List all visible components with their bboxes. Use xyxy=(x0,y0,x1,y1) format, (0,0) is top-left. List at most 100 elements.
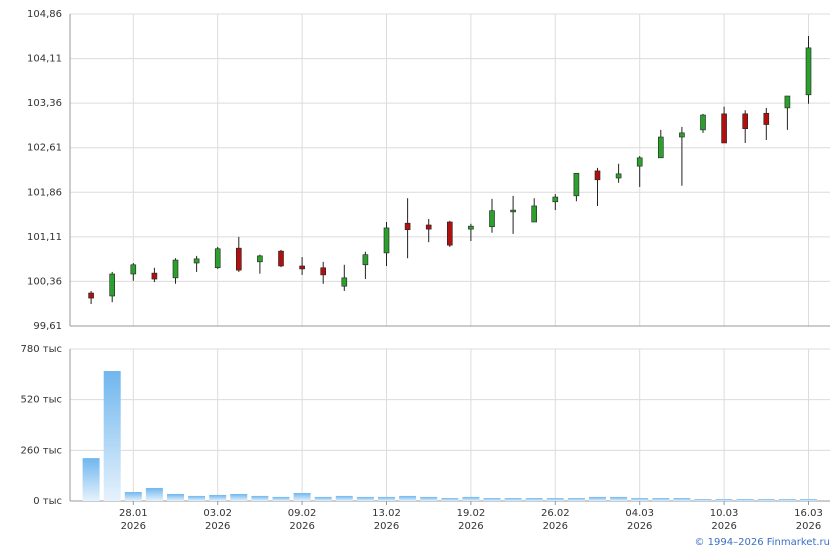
volume-bar xyxy=(272,496,290,501)
candle-body xyxy=(320,267,327,276)
x-tick-label-line: 28.01 xyxy=(119,508,148,519)
x-tick-label-line: 13.02 xyxy=(372,508,401,519)
candle-body xyxy=(299,265,305,270)
volume-bar xyxy=(694,499,712,501)
candle-body xyxy=(172,259,179,279)
x-tick-label: 19.02 2026 xyxy=(457,508,486,532)
candle-body xyxy=(383,227,390,254)
x-tick-label-line: 2026 xyxy=(205,521,230,532)
volume-bar xyxy=(800,499,817,501)
x-tick-label: 03.02 2026 xyxy=(203,508,232,532)
x-tick-label-line: 2026 xyxy=(121,521,146,532)
volume-bar xyxy=(567,498,585,501)
candle-body xyxy=(721,113,727,144)
volume-bar xyxy=(715,499,733,501)
candle-body xyxy=(552,196,559,203)
y-tick-label: 104,86 xyxy=(27,9,62,20)
candle-body xyxy=(489,210,495,228)
x-tick-label-line: 2026 xyxy=(796,521,821,532)
candle-body xyxy=(88,292,94,299)
y-tick-label: 101,11 xyxy=(27,232,62,243)
volume-bar xyxy=(209,494,227,501)
candle-body xyxy=(784,95,791,109)
volume-bar xyxy=(335,495,353,501)
y-tick-label: 100,36 xyxy=(27,276,62,287)
x-tick-label-line: 19.02 xyxy=(457,508,486,519)
volume-bar xyxy=(652,498,670,501)
volume-bar xyxy=(145,487,163,501)
candle-body xyxy=(742,113,749,129)
candle-body xyxy=(446,221,453,246)
x-tick-label: 26.02 2026 xyxy=(541,508,570,532)
volume-bar xyxy=(82,458,100,501)
candle-body xyxy=(573,172,580,197)
candle-body xyxy=(193,258,200,264)
candle-body xyxy=(763,112,770,125)
volume-bar xyxy=(124,492,142,501)
candle-body xyxy=(510,209,516,213)
x-tick-label: 10.03 2026 xyxy=(710,508,739,532)
volume-bar xyxy=(757,499,775,501)
candle-body xyxy=(805,47,812,96)
volume-bar xyxy=(525,498,543,501)
candle-body xyxy=(594,170,601,181)
y-tick-label: 103,36 xyxy=(27,98,62,109)
x-tick-label: 09.02 2026 xyxy=(288,508,317,532)
candle-body xyxy=(278,250,284,267)
candle-body xyxy=(151,272,158,280)
x-tick-label: 13.02 2026 xyxy=(372,508,401,532)
volume-bar xyxy=(631,498,649,501)
volume-bar xyxy=(293,493,311,501)
y-tick-label: 104,11 xyxy=(27,54,62,65)
volume-bar xyxy=(483,498,501,501)
volume-bar xyxy=(673,498,691,501)
x-tick-label-line: 2026 xyxy=(374,521,399,532)
x-tick-label-line: 03.02 xyxy=(203,508,232,519)
candle-body xyxy=(615,173,622,179)
candle-body xyxy=(679,132,685,138)
candle-body xyxy=(425,224,432,230)
volume-bar xyxy=(420,496,438,501)
candle-body xyxy=(130,264,137,275)
candle-body xyxy=(214,248,221,269)
x-tick-label-line: 16.03 xyxy=(794,508,823,519)
y-tick-label: 0 тыс xyxy=(33,496,62,507)
x-tick-label-line: 2026 xyxy=(711,521,736,532)
volume-bar xyxy=(167,493,184,501)
x-tick-label-line: 04.03 xyxy=(625,508,654,519)
x-tick-label-line: 26.02 xyxy=(541,508,570,519)
volume-bar xyxy=(103,371,121,501)
volume-bar xyxy=(251,495,269,501)
y-tick-label: 102,61 xyxy=(27,143,62,154)
footer: © 1994–2026 Finmarket.ru xyxy=(694,537,830,548)
candle-body xyxy=(657,136,664,159)
candle-body xyxy=(700,114,706,131)
candle-body xyxy=(404,222,411,231)
candle-body xyxy=(468,225,474,230)
y-tick-label: 99,61 xyxy=(33,321,62,332)
x-tick-label-line: 2026 xyxy=(289,521,314,532)
volume-bar xyxy=(441,498,459,501)
candle-body xyxy=(236,247,242,271)
volume-bar xyxy=(589,496,606,501)
volume-bar xyxy=(778,499,796,501)
volume-bar xyxy=(378,496,395,501)
candle-body xyxy=(257,255,263,263)
volume-bar xyxy=(504,498,522,501)
volume-bar xyxy=(356,496,374,501)
volume-bar xyxy=(546,498,564,501)
volume-bar xyxy=(230,493,248,501)
x-tick-label: 28.01 2026 xyxy=(119,508,148,532)
candle-body xyxy=(341,277,348,287)
candle-body xyxy=(636,157,643,167)
volume-bar xyxy=(462,496,480,501)
candle-body xyxy=(109,273,115,297)
x-tick-label: 04.03 2026 xyxy=(625,508,654,532)
y-tick-label: 520 тыс xyxy=(21,395,62,406)
x-tick-label-line: 09.02 xyxy=(288,508,317,519)
x-tick-label-line: 10.03 xyxy=(710,508,739,519)
volume-bar xyxy=(314,496,332,501)
volume-bar xyxy=(399,495,417,501)
